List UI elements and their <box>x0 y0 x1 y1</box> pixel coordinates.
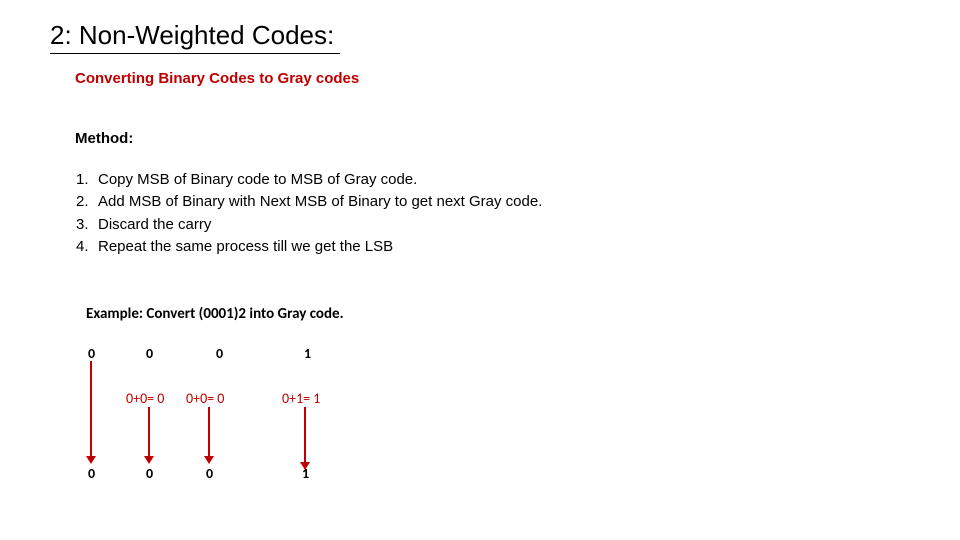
step-item: 1.Copy MSB of Binary code to MSB of Gray… <box>76 170 542 190</box>
step-text: Add MSB of Binary with Next MSB of Binar… <box>98 193 542 210</box>
arrow-down-icon <box>90 361 92 457</box>
binary-bit: 0 <box>88 345 95 362</box>
step-item: 3.Discard the carry <box>76 215 542 235</box>
calc-expression: 0+0= 0 <box>126 390 164 407</box>
example-diagram: 0001 0+0= 00+0= 00+1= 1 0001 <box>86 335 466 525</box>
calc-expression: 0+1= 1 <box>282 390 320 407</box>
method-label: Method: <box>75 130 133 147</box>
arrow-head-icon <box>204 456 214 464</box>
arrow-head-icon <box>144 456 154 464</box>
arrow-head-icon <box>300 462 310 470</box>
example-label: Example: Convert (0001)2 into Gray code. <box>86 305 344 323</box>
calc-expression: 0+0= 0 <box>186 390 224 407</box>
step-text: Repeat the same process till we get the … <box>98 238 393 255</box>
step-item: 4.Repeat the same process till we get th… <box>76 237 542 257</box>
page-title: 2: Non-Weighted Codes: <box>50 20 340 54</box>
arrow-head-icon <box>86 456 96 464</box>
binary-bit: 0 <box>146 345 153 362</box>
step-text: Discard the carry <box>98 216 211 233</box>
arrow-down-icon <box>148 407 150 457</box>
gray-bit: 0 <box>146 465 153 482</box>
method-steps: 1.Copy MSB of Binary code to MSB of Gray… <box>76 170 542 259</box>
subtitle: Converting Binary Codes to Gray codes <box>75 70 359 87</box>
arrow-down-icon <box>208 407 210 457</box>
step-text: Copy MSB of Binary code to MSB of Gray c… <box>98 171 417 188</box>
binary-bit: 1 <box>304 345 311 362</box>
gray-bit: 0 <box>206 465 213 482</box>
gray-bit: 0 <box>88 465 95 482</box>
binary-bit: 0 <box>216 345 223 362</box>
step-item: 2.Add MSB of Binary with Next MSB of Bin… <box>76 192 542 212</box>
arrow-down-icon <box>304 407 306 463</box>
